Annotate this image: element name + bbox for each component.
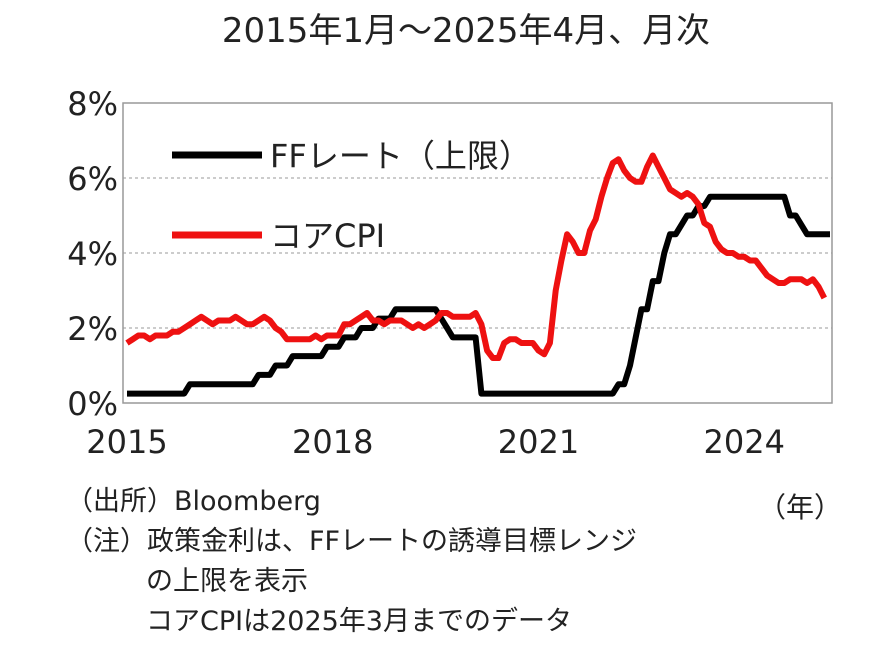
- note-line-2: の上限を表示: [146, 566, 308, 597]
- y-tick-label: 4%: [67, 235, 118, 273]
- y-tick-label: 0%: [67, 385, 118, 423]
- legend-label-cpi: コアCPI: [270, 217, 385, 255]
- note-line-3: コアCPIは2025年3月までのデータ: [146, 606, 572, 637]
- x-tick-label: 2018: [292, 423, 373, 461]
- legend: FFレート（上限） コアCPI: [172, 137, 531, 255]
- series-line-core-cpi: [125, 152, 827, 361]
- gridlines: [123, 177, 832, 329]
- chart-title: 2015年1月～2025年4月、月次: [222, 11, 710, 51]
- y-tick-label: 8%: [67, 85, 118, 123]
- series-lines: [125, 152, 830, 397]
- x-tick-label: 2024: [704, 423, 785, 461]
- source-note: （出所）Bloomberg: [66, 486, 321, 517]
- plot-area-border: [122, 102, 833, 404]
- x-axis: 2015 2018 2021 2024: [86, 423, 785, 461]
- y-axis: 0% 2% 4% 6% 8%: [67, 85, 118, 423]
- series-line-ff-rate: [127, 193, 830, 397]
- x-tick-label: 2021: [498, 423, 579, 461]
- x-tick-label: 2015: [86, 423, 167, 461]
- y-tick-label: 2%: [67, 310, 118, 348]
- legend-label-ff: FFレート（上限）: [270, 137, 531, 175]
- note-line-1: （注）政策金利は、FFレートの誘導目標レンジ: [66, 526, 638, 557]
- x-axis-unit-label: （年）: [758, 491, 842, 524]
- y-tick-label: 6%: [67, 160, 118, 198]
